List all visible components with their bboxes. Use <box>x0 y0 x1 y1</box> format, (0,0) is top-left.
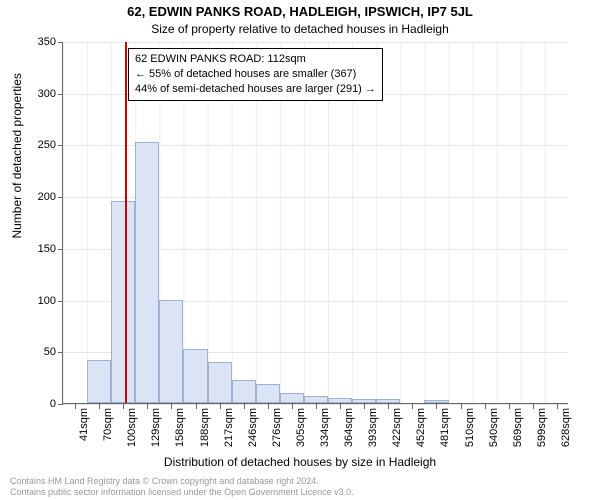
histogram-bar <box>208 362 232 403</box>
xtick-mark <box>533 404 534 409</box>
xtick-label: 393sqm <box>367 408 379 447</box>
ytick-label: 200 <box>16 191 56 203</box>
ytick-mark <box>58 249 63 250</box>
xtick-label: 158sqm <box>174 408 186 447</box>
histogram-bar <box>256 384 280 403</box>
ytick-mark <box>58 301 63 302</box>
ytick-label: 250 <box>16 139 56 151</box>
xtick-mark <box>147 404 148 409</box>
xtick-label: 41sqm <box>78 408 90 441</box>
xtick-mark <box>196 404 197 409</box>
chart-subtitle: Size of property relative to detached ho… <box>0 22 600 36</box>
xtick-label: 569sqm <box>512 408 524 447</box>
histogram-bar <box>135 142 159 403</box>
ytick-label: 300 <box>16 88 56 100</box>
x-axis-label: Distribution of detached houses by size … <box>0 455 600 469</box>
ytick-label: 50 <box>16 346 56 358</box>
xtick-mark <box>99 404 100 409</box>
xtick-label: 510sqm <box>464 408 476 447</box>
xtick-label: 188sqm <box>199 408 211 447</box>
xtick-mark <box>509 404 510 409</box>
annot-line-2: ← 55% of detached houses are smaller (36… <box>135 67 376 82</box>
xtick-label: 246sqm <box>247 408 259 447</box>
xtick-label: 70sqm <box>102 408 114 441</box>
footer-line-1: Contains HM Land Registry data © Crown c… <box>10 476 354 487</box>
annot-line-3: 44% of semi-detached houses are larger (… <box>135 82 376 97</box>
xtick-label: 599sqm <box>536 408 548 447</box>
ytick-mark <box>58 145 63 146</box>
histogram-chart: 62, EDWIN PANKS ROAD, HADLEIGH, IPSWICH,… <box>0 0 600 500</box>
xtick-label: 129sqm <box>150 408 162 447</box>
annot-line-1: 62 EDWIN PANKS ROAD: 112sqm <box>135 52 376 67</box>
ytick-mark <box>58 197 63 198</box>
histogram-bar <box>232 380 256 403</box>
xtick-mark <box>436 404 437 409</box>
ytick-mark <box>58 352 63 353</box>
chart-title: 62, EDWIN PANKS ROAD, HADLEIGH, IPSWICH,… <box>0 4 600 19</box>
xtick-label: 217sqm <box>223 408 235 447</box>
xtick-mark <box>557 404 558 409</box>
xtick-mark <box>244 404 245 409</box>
xtick-mark <box>412 404 413 409</box>
ytick-mark <box>58 404 63 405</box>
ytick-label: 350 <box>16 36 56 48</box>
histogram-bar <box>376 399 400 403</box>
xtick-label: 100sqm <box>126 408 138 447</box>
ytick-label: 0 <box>16 398 56 410</box>
xtick-label: 452sqm <box>415 408 427 447</box>
histogram-bar <box>352 399 376 403</box>
xtick-mark <box>388 404 389 409</box>
annotation-box: 62 EDWIN PANKS ROAD: 112sqm ← 55% of det… <box>128 48 383 101</box>
histogram-bar <box>280 393 304 403</box>
xtick-label: 305sqm <box>295 408 307 447</box>
histogram-bar <box>304 396 328 403</box>
xtick-mark <box>75 404 76 409</box>
xtick-mark <box>171 404 172 409</box>
ytick-label: 100 <box>16 295 56 307</box>
xtick-mark <box>316 404 317 409</box>
xtick-label: 422sqm <box>391 408 403 447</box>
xtick-label: 334sqm <box>319 408 331 447</box>
footer-attribution: Contains HM Land Registry data © Crown c… <box>10 476 354 498</box>
xtick-label: 540sqm <box>488 408 500 447</box>
histogram-bar <box>87 360 111 403</box>
xtick-label: 628sqm <box>560 408 572 447</box>
xtick-mark <box>364 404 365 409</box>
xtick-mark <box>123 404 124 409</box>
xtick-mark <box>268 404 269 409</box>
xtick-mark <box>340 404 341 409</box>
ytick-mark <box>58 94 63 95</box>
gridline-h <box>63 42 568 43</box>
xtick-mark <box>292 404 293 409</box>
ytick-label: 150 <box>16 243 56 255</box>
histogram-bar <box>183 349 207 403</box>
xtick-mark <box>461 404 462 409</box>
histogram-bar <box>111 201 135 403</box>
xtick-label: 481sqm <box>439 408 451 447</box>
reference-line <box>125 42 127 403</box>
histogram-bar <box>424 400 448 403</box>
ytick-mark <box>58 42 63 43</box>
xtick-label: 364sqm <box>343 408 355 447</box>
histogram-bar <box>328 398 352 403</box>
xtick-mark <box>220 404 221 409</box>
footer-line-2: Contains public sector information licen… <box>10 487 354 498</box>
xtick-mark <box>485 404 486 409</box>
xtick-label: 276sqm <box>271 408 283 447</box>
histogram-bar <box>159 300 183 403</box>
